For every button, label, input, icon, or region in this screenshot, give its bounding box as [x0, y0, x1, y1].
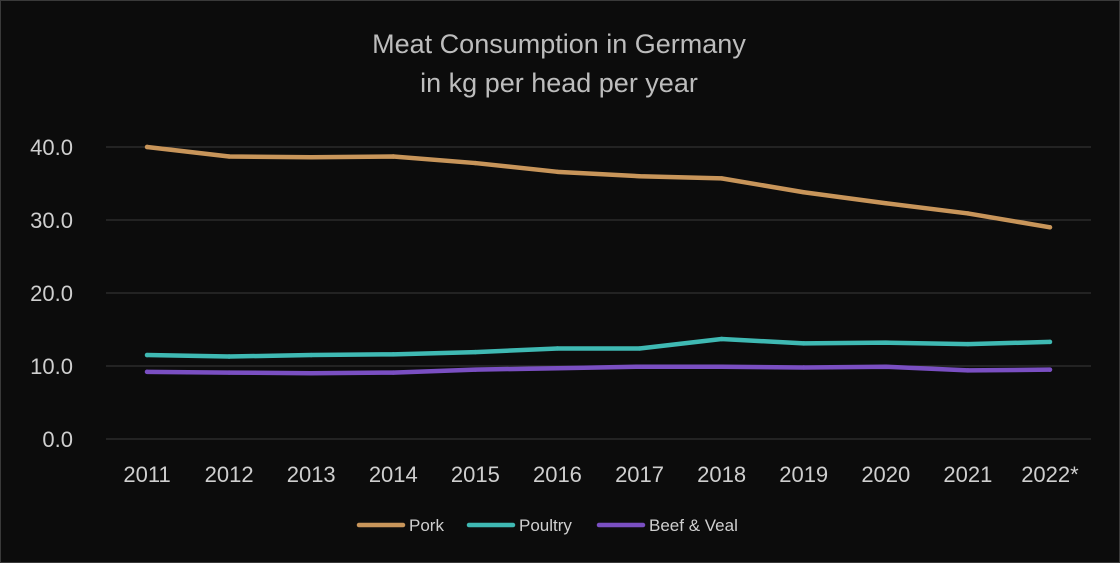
data-point-poultry	[473, 349, 478, 355]
legend-label-pork: Pork	[409, 516, 444, 535]
y-tick-label: 0.0	[42, 427, 73, 452]
data-point-poultry	[965, 341, 971, 347]
x-tick-label: 2012	[205, 462, 254, 487]
x-tick-label: 2014	[369, 462, 418, 487]
legend: Pork Poultry Beef & Veal	[356, 516, 738, 535]
data-point-beef-veal	[637, 364, 642, 369]
x-tick-label: 2021	[943, 462, 992, 487]
data-point-pork	[883, 201, 888, 206]
legend-label-poultry: Poultry	[519, 516, 572, 535]
data-point-beef-veal	[144, 369, 150, 375]
x-tick-label: 2019	[779, 462, 828, 487]
data-point-pork	[473, 160, 478, 166]
data-point-pork	[637, 174, 642, 179]
data-point-beef-veal	[309, 371, 314, 376]
data-point-poultry	[309, 352, 314, 358]
x-tick-label: 2017	[615, 462, 664, 487]
data-point-beef-veal	[883, 364, 888, 369]
data-point-beef-veal	[719, 364, 724, 369]
data-point-pork	[1047, 225, 1053, 230]
x-tick-label: 2011	[123, 462, 170, 487]
y-axis: 0.0 10.0 20.0 30.0 40.0	[30, 135, 73, 452]
y-tick-label: 20.0	[30, 281, 73, 306]
data-point-beef-veal	[801, 365, 806, 370]
x-tick-label: 2018	[697, 462, 746, 487]
data-point-poultry	[144, 352, 150, 358]
data-point-beef-veal	[555, 365, 560, 371]
data-point-beef-veal	[391, 370, 396, 375]
data-point-beef-veal	[473, 367, 478, 372]
x-tick-label: 2016	[533, 462, 582, 487]
y-tick-label: 40.0	[30, 135, 73, 160]
data-point-poultry	[801, 341, 806, 346]
data-point-beef-veal	[1047, 367, 1053, 372]
data-point-beef-veal	[965, 368, 971, 373]
x-tick-label: 2013	[287, 462, 336, 487]
chart-subtitle: in kg per head per year	[420, 68, 698, 98]
x-tick-label: 2015	[451, 462, 500, 487]
data-point-poultry	[226, 354, 232, 359]
x-axis: 2011 2012 2013 2014 2015 2016 2017 2018 2019 2020…	[123, 462, 1079, 487]
data-point-pork	[309, 155, 314, 160]
data-point-poultry	[637, 346, 642, 351]
chart-title: Meat Consumption in Germany	[372, 29, 746, 59]
data-point-poultry	[391, 352, 396, 357]
series-line-poultry	[144, 336, 1053, 359]
data-point-pork	[555, 169, 560, 175]
data-point-poultry	[719, 336, 724, 342]
x-tick-label: 2022*	[1021, 462, 1079, 487]
series-layer	[144, 144, 1053, 376]
data-point-pork	[965, 211, 971, 216]
data-point-pork	[719, 176, 724, 181]
data-point-poultry	[1047, 339, 1053, 345]
legend-label-beef-veal: Beef & Veal	[649, 516, 738, 535]
grid-layer	[106, 146, 1091, 440]
y-tick-label: 10.0	[30, 354, 73, 379]
series-line-pork	[144, 144, 1053, 230]
data-point-poultry	[555, 346, 560, 351]
data-point-poultry	[883, 340, 888, 345]
data-point-pork	[226, 154, 232, 159]
data-point-beef-veal	[226, 370, 232, 375]
y-tick-label: 30.0	[30, 208, 73, 233]
x-tick-label: 2020	[861, 462, 910, 487]
data-point-pork	[801, 190, 806, 195]
series-line-beef-veal	[144, 364, 1053, 376]
data-point-pork	[391, 154, 396, 159]
data-point-pork	[144, 144, 150, 150]
